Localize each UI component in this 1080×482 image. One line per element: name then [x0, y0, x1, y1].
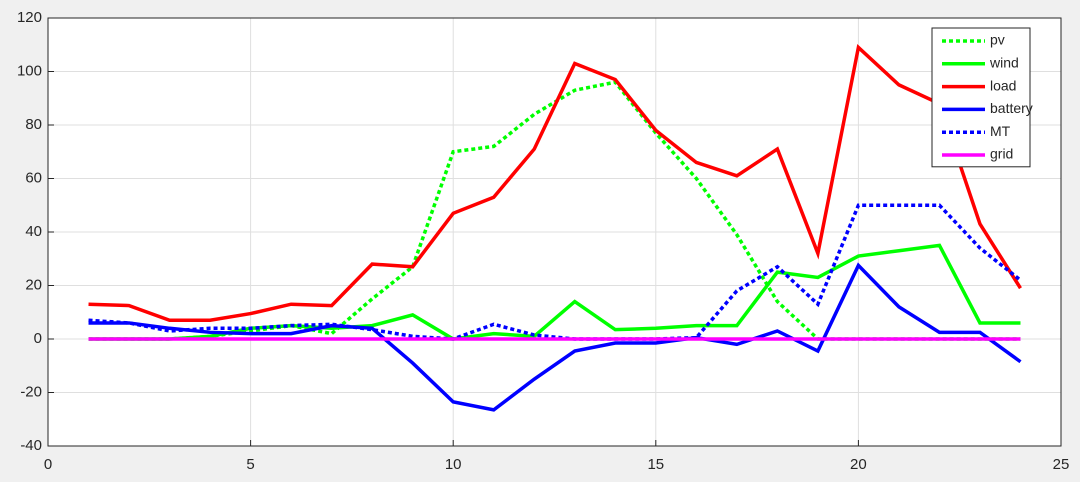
y-tick-label: -40 [20, 437, 42, 454]
y-tick-label: 0 [34, 330, 42, 347]
x-tick-label: 25 [1053, 456, 1070, 473]
legend-label: wind [989, 55, 1019, 71]
x-tick-label: 10 [445, 456, 462, 473]
x-tick-label: 15 [647, 456, 664, 473]
x-tick-label: 5 [246, 456, 254, 473]
y-tick-label: 60 [25, 169, 42, 186]
legend-label: MT [990, 123, 1011, 139]
y-tick-label: 120 [17, 9, 42, 26]
legend-label: battery [990, 100, 1033, 116]
legend-label: load [990, 77, 1016, 93]
legend-box [931, 27, 1031, 168]
series-line [88, 44, 1022, 323]
y-tick-label: 20 [25, 276, 42, 293]
series-line [88, 203, 1022, 341]
legend-label: grid [990, 146, 1013, 162]
legend-label: pv [990, 32, 1005, 48]
y-tick-label: 100 [17, 62, 42, 79]
y-tick-label: 80 [25, 116, 42, 133]
x-tick-label: 0 [44, 456, 52, 473]
y-tick-label: 40 [25, 223, 42, 240]
axes-frame [47, 17, 1062, 447]
series-line [88, 262, 1022, 412]
x-tick-label: 20 [850, 456, 867, 473]
y-tick-label: -20 [20, 383, 42, 400]
